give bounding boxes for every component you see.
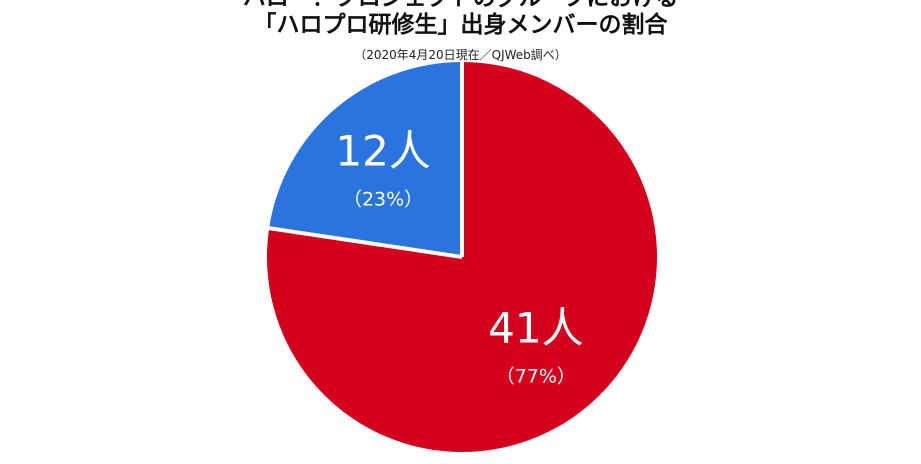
chart-subtitle: （2020年4月20日現在／QJWeb調べ） (354, 48, 567, 62)
slice-count-label-2: 41人 (488, 304, 583, 353)
chart-title-line-1: ハロー！プロジェクトのグループにおける (0, 0, 921, 12)
slice-percent-label-1: （23%） (343, 188, 423, 210)
slice-count-label-1: 12人 (335, 126, 430, 175)
slice-separator-2 (268, 226, 463, 259)
chart-title-line-2: 「ハロプロ研修生」出身メンバーの割合 (253, 12, 668, 38)
pie-slice-1 (269, 62, 462, 257)
slice-percent-label-2: （77%） (496, 366, 576, 388)
